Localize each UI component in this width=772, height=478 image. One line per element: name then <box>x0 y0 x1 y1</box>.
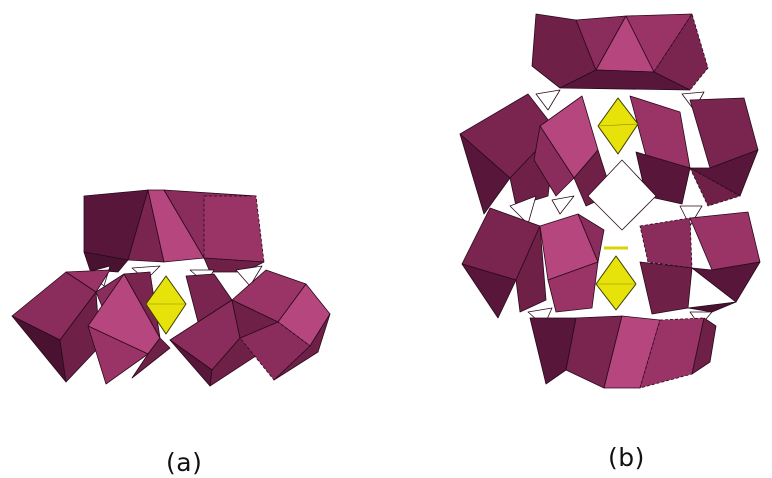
octahedron-face <box>87 325 149 385</box>
bottom-cap-octahedra <box>529 315 717 389</box>
octahedron-face <box>639 217 693 269</box>
cavity-gap <box>509 195 537 225</box>
octahedron-face <box>515 225 547 313</box>
octahedron-face <box>691 317 717 375</box>
panel-b-structure <box>459 13 761 389</box>
octahedron-face <box>461 263 517 319</box>
octahedron-face <box>459 133 511 215</box>
lower-belt-octahedra <box>461 207 761 319</box>
cavity-gap <box>235 265 263 287</box>
octahedron-face <box>687 301 737 313</box>
cavity-gap <box>587 159 657 231</box>
octahedron-face <box>203 195 265 263</box>
cap-octahedra <box>83 189 265 273</box>
cavity-gap <box>535 89 561 111</box>
belt-octahedra-inner-right <box>169 273 263 387</box>
cavity-gap <box>551 195 575 215</box>
octahedron-face <box>689 167 741 207</box>
panel-a-label: (a) <box>166 448 203 477</box>
tetrahedron-edge <box>597 123 639 127</box>
tetrahedron-face <box>595 255 637 311</box>
octahedron-face <box>529 317 577 385</box>
panel-a-structure <box>11 189 331 387</box>
octahedron-face <box>689 211 761 271</box>
top-cap-octahedra <box>531 13 709 91</box>
cavity-gap <box>679 205 703 227</box>
heteroatom-tetrahedron-upper <box>597 97 639 155</box>
octahedron-face <box>231 299 279 339</box>
upper-belt-octahedra <box>459 93 759 215</box>
belt-octahedra-right <box>231 269 331 381</box>
octahedron-face <box>131 337 171 379</box>
octahedron-face <box>547 261 599 313</box>
tetrahedron-face <box>145 275 187 335</box>
octahedron-face <box>83 251 129 273</box>
octahedron-face <box>639 261 693 315</box>
tetrahedron-face <box>597 97 639 155</box>
belt-octahedra-inner-left <box>87 271 171 385</box>
octahedron-face <box>691 261 761 303</box>
panel-b-label: (b) <box>608 443 645 472</box>
octahedron-face <box>577 213 605 263</box>
heteroatom-tetrahedron-lower <box>595 246 637 311</box>
belt-octahedra-left <box>11 269 111 383</box>
octahedron-face <box>533 125 575 197</box>
octahedron-face <box>273 313 331 381</box>
octahedron-face <box>65 269 111 293</box>
heteroatom-tetrahedron <box>145 275 187 335</box>
octahedron-face <box>559 69 691 91</box>
